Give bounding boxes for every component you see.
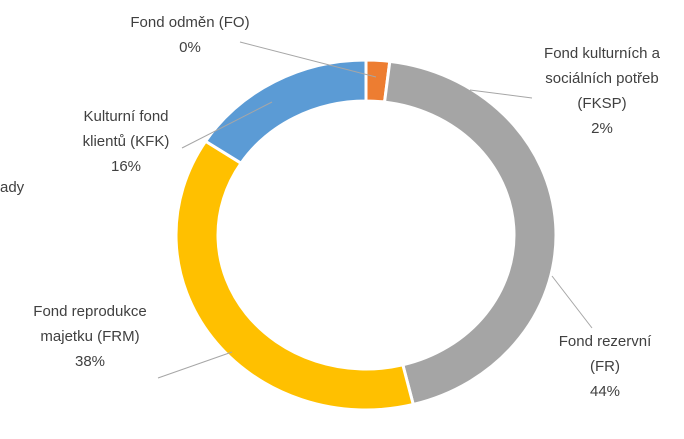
donut-slice xyxy=(382,59,558,407)
data-label: Fond kulturních a sociálních potřeb (FKS… xyxy=(520,41,684,141)
category-label: Fond rezervní (FR) xyxy=(558,333,652,375)
leader-line xyxy=(469,89,533,99)
slices xyxy=(174,58,558,412)
category-label: Fond odměn (FO) xyxy=(130,14,250,31)
data-label: Kulturní fond klientů (KFK) 16% xyxy=(62,104,190,179)
data-label: Fond rezervní (FR) 44% xyxy=(548,329,663,404)
category-label: Fond kulturních a sociálních potřeb (FKS… xyxy=(544,45,660,112)
leader-line xyxy=(181,101,273,149)
leader-line xyxy=(551,275,593,329)
value-label: 38% xyxy=(74,353,106,370)
value-label: 2% xyxy=(591,120,613,137)
annotation: ady xyxy=(0,179,25,196)
donut-slice xyxy=(203,58,368,166)
leader-line xyxy=(239,41,377,78)
data-label: Fond odměn (FO) 0% xyxy=(105,10,275,60)
leader-line xyxy=(157,351,233,379)
data-label: Fond reprodukce majetku (FRM) 38% xyxy=(20,299,160,374)
value-label: 0% xyxy=(179,39,201,56)
donut-slice xyxy=(174,139,416,412)
category-label: Fond reprodukce majetku (FRM) xyxy=(33,303,147,345)
value-label: 16% xyxy=(110,158,142,175)
value-label: 44% xyxy=(589,383,621,400)
category-label: Kulturní fond klientů (KFK) xyxy=(82,108,170,150)
